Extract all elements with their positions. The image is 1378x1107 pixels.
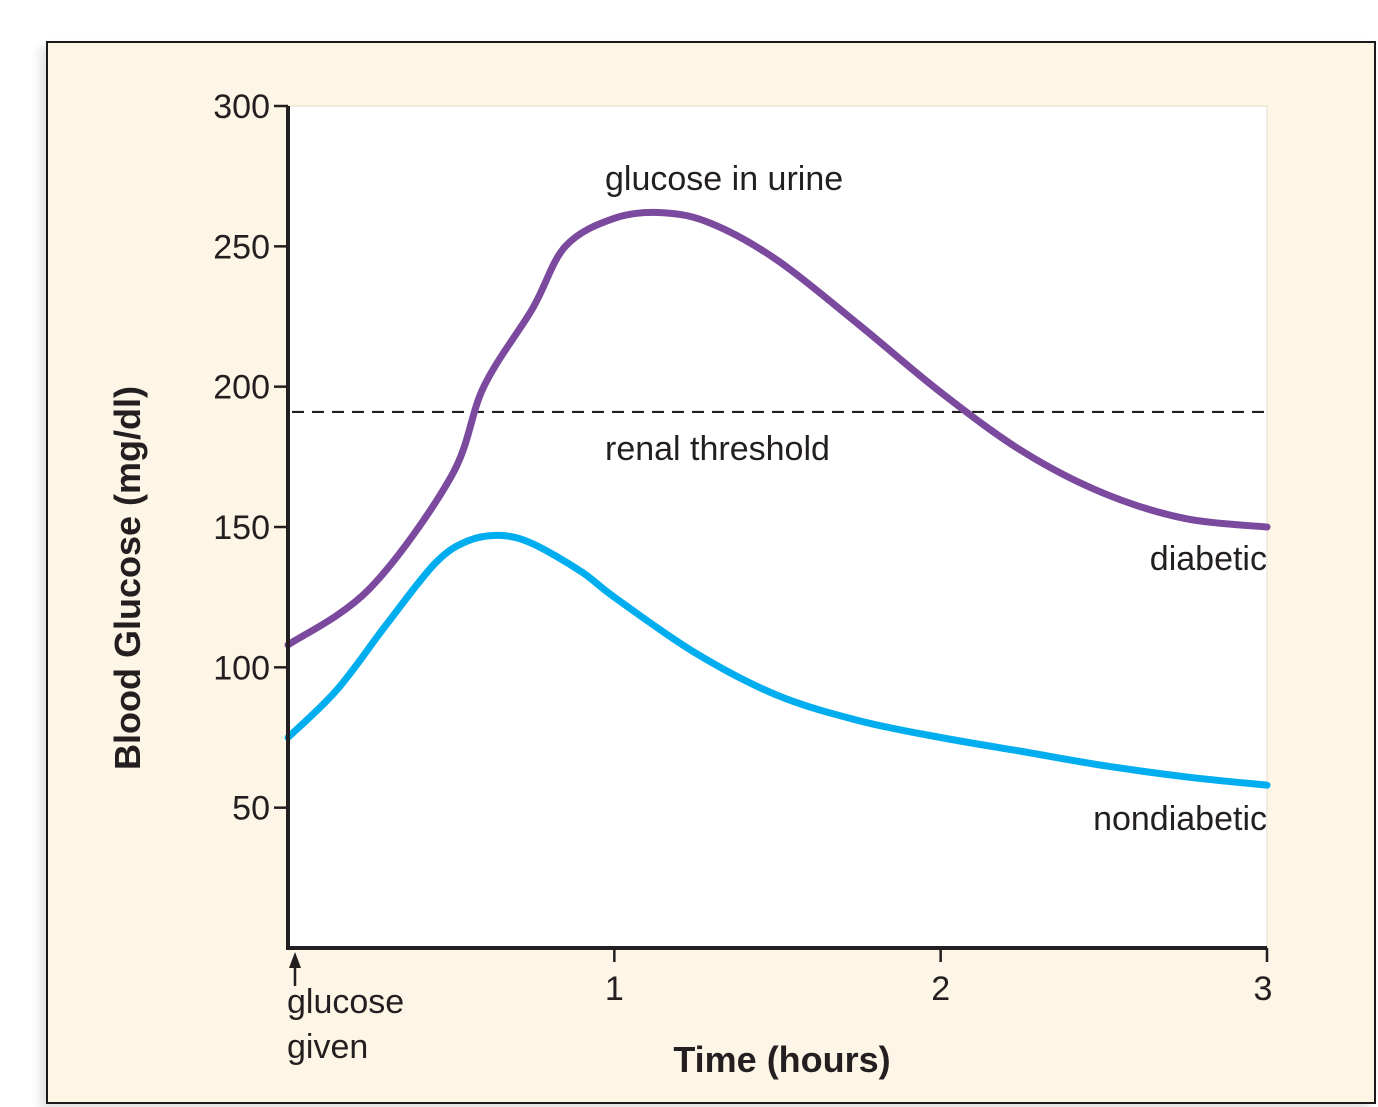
y-axis-title: Blood Glucose (mg/dl) — [107, 386, 148, 770]
y-ticks: 50 100 150 200 250 300 — [213, 88, 288, 828]
plot-area — [287, 105, 1268, 949]
y-tick-label: 200 — [213, 369, 270, 407]
x-tick-label: 2 — [931, 970, 950, 1008]
y-tick-label: 150 — [213, 509, 270, 547]
series-label-diabetic: diabetic — [1150, 540, 1267, 578]
series-line-nondiabetic — [284, 531, 1271, 789]
y-tick-label: 50 — [232, 790, 270, 828]
glucose-given-label-line2: given — [287, 1028, 368, 1066]
glucose-given-label-line1: glucose — [287, 983, 404, 1021]
peak-annotation: glucose in urine — [605, 160, 843, 198]
series-layer — [284, 208, 1271, 789]
series-label-nondiabetic: nondiabetic — [1093, 800, 1267, 838]
y-tick-label: 300 — [213, 88, 270, 126]
x-tick-label: 1 — [605, 970, 624, 1008]
x-tick-label: 3 — [1254, 970, 1273, 1008]
series-line-diabetic — [284, 208, 1271, 649]
renal-threshold-label: renal threshold — [605, 430, 830, 468]
glucose-given-arrow — [289, 952, 301, 986]
y-tick-label: 100 — [213, 649, 270, 687]
y-tick-label: 250 — [213, 228, 270, 266]
x-axis-title: Time (hours) — [673, 1039, 890, 1080]
x-ticks: 1 2 3 — [605, 948, 1273, 1008]
